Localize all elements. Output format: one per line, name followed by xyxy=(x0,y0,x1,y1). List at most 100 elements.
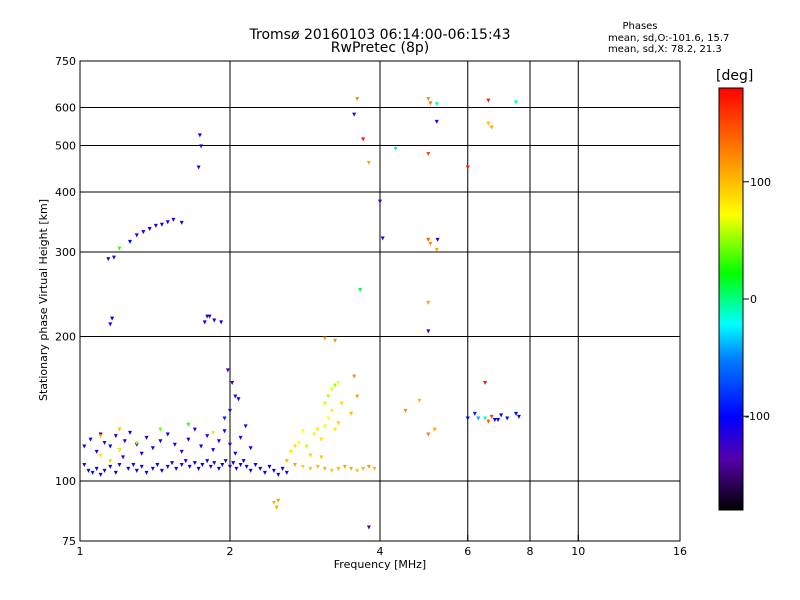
data-point xyxy=(434,102,439,107)
data-point xyxy=(165,432,170,437)
data-point xyxy=(228,408,232,413)
data-point xyxy=(472,411,477,416)
data-point xyxy=(492,418,497,423)
data-point xyxy=(322,466,327,471)
data-points xyxy=(82,97,521,530)
data-point xyxy=(172,442,177,447)
data-point xyxy=(102,468,107,473)
data-point xyxy=(514,411,519,416)
data-point xyxy=(417,398,422,403)
y-tick-label: 200 xyxy=(55,331,76,344)
data-point xyxy=(322,424,327,429)
data-point xyxy=(238,435,243,440)
data-point xyxy=(121,455,126,460)
chart-title-line2: RwPretec (8p) xyxy=(330,40,430,56)
data-point xyxy=(262,470,267,475)
data-point xyxy=(212,318,217,323)
data-point xyxy=(88,437,93,442)
data-point xyxy=(128,239,133,244)
data-point xyxy=(208,464,213,469)
x-tick-label: 16 xyxy=(673,545,687,558)
data-point xyxy=(489,414,494,419)
data-point xyxy=(349,411,354,416)
data-point xyxy=(426,300,431,305)
data-point xyxy=(366,160,371,165)
data-point xyxy=(117,427,122,432)
data-point xyxy=(326,394,331,399)
data-point xyxy=(248,468,253,473)
data-point xyxy=(216,439,221,444)
y-tick-label: 100 xyxy=(55,475,76,488)
data-point xyxy=(336,421,341,426)
y-tick-labels: 75 100 200 300 400 500 600 750 xyxy=(55,55,86,548)
data-point xyxy=(231,461,236,466)
x-tick-label: 8 xyxy=(527,545,534,558)
data-point xyxy=(179,462,184,467)
x-tick-labels: 1 2 4 6 8 10 16 xyxy=(77,535,687,558)
y-tick-label: 75 xyxy=(62,535,76,548)
data-point xyxy=(288,449,293,454)
data-point xyxy=(238,462,243,467)
data-point xyxy=(219,320,224,325)
colorbar-ticks: 100 0 -100 xyxy=(743,176,771,423)
data-point xyxy=(192,461,197,466)
data-point xyxy=(241,459,246,464)
data-point xyxy=(366,525,371,530)
data-point xyxy=(333,338,338,343)
data-point xyxy=(216,466,221,471)
data-point xyxy=(108,464,113,469)
data-point xyxy=(165,464,170,469)
y-tick-label: 600 xyxy=(55,102,76,115)
data-point xyxy=(110,316,115,321)
data-point xyxy=(82,444,87,449)
data-point xyxy=(113,434,118,439)
data-point xyxy=(197,133,202,138)
data-point xyxy=(271,468,276,473)
data-point xyxy=(355,97,360,102)
data-point xyxy=(158,439,163,444)
data-point xyxy=(361,466,366,471)
data-point xyxy=(489,125,494,130)
data-point xyxy=(147,227,152,232)
data-point xyxy=(144,435,149,440)
data-point xyxy=(236,397,241,402)
data-point xyxy=(426,97,431,102)
data-point xyxy=(117,462,122,467)
data-point xyxy=(223,459,228,464)
data-point xyxy=(495,418,500,423)
chart-title-line1: Tromsø 20160103 06:14:00-06:15:43 xyxy=(249,27,511,43)
data-point xyxy=(122,439,127,444)
data-point xyxy=(274,505,279,510)
data-point xyxy=(300,429,305,434)
data-point xyxy=(403,408,408,413)
data-point xyxy=(134,233,139,238)
x-axis-label: Frequency [MHz] xyxy=(334,558,426,571)
data-point xyxy=(483,381,488,386)
data-point xyxy=(378,199,382,204)
data-point xyxy=(111,255,116,260)
data-point xyxy=(426,432,431,437)
data-point xyxy=(205,434,210,439)
grid-lines xyxy=(80,61,680,541)
data-point xyxy=(153,223,158,228)
data-point xyxy=(222,429,227,434)
x-tick-label: 6 xyxy=(464,545,471,558)
colorbar-tick-label: 100 xyxy=(750,176,771,189)
data-point xyxy=(336,381,341,386)
data-point xyxy=(98,472,103,477)
data-point xyxy=(483,416,488,421)
data-point xyxy=(380,236,385,241)
data-point xyxy=(159,222,164,227)
data-point xyxy=(426,152,431,157)
data-point xyxy=(435,237,440,242)
data-point xyxy=(355,468,360,473)
data-point xyxy=(319,455,324,460)
data-point xyxy=(150,466,155,471)
data-point xyxy=(102,441,107,446)
x-tick-label: 10 xyxy=(571,545,585,558)
data-point xyxy=(296,441,301,446)
data-point xyxy=(192,427,197,432)
data-point xyxy=(211,448,216,453)
data-point xyxy=(280,466,285,471)
